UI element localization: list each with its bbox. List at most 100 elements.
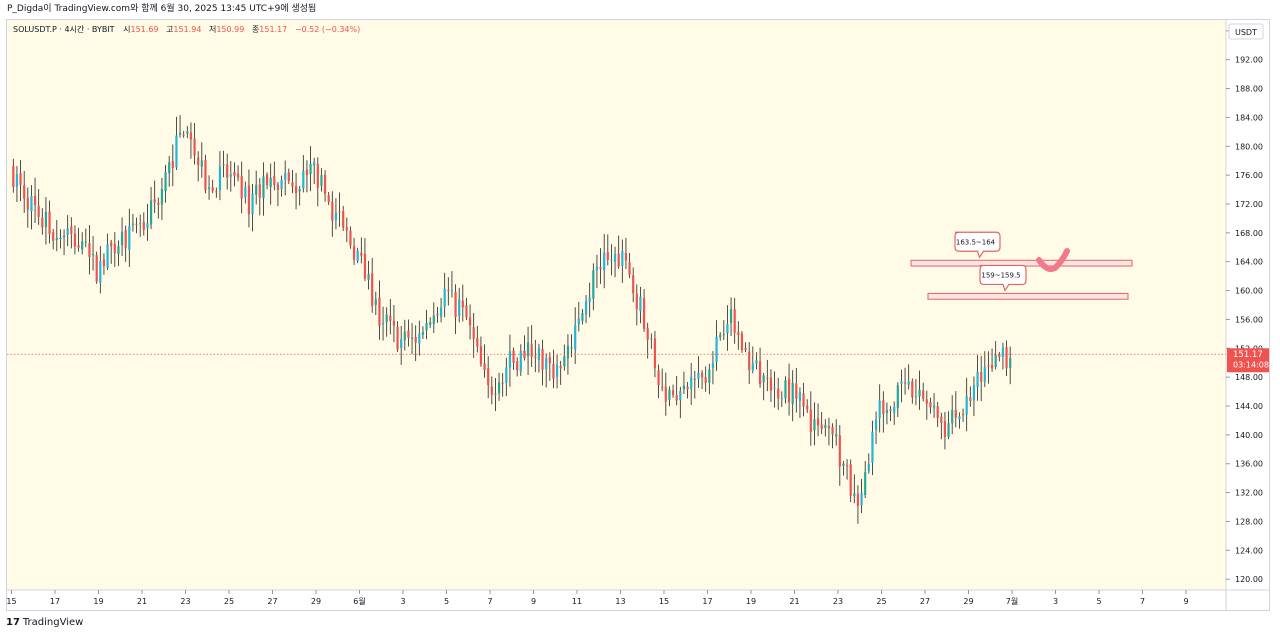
candle-body [135,223,138,225]
candle-body [664,386,667,402]
candle-body [479,346,483,365]
price-tick-label: 192.00 [1235,56,1263,65]
candle-body [385,314,388,323]
candle-body [856,493,860,506]
legend-low-label: 저 [209,25,216,34]
candle-body [882,400,885,415]
candle-body [164,172,167,192]
candle-body [403,331,406,341]
price-zone-box[interactable] [927,292,1129,300]
candle-body [142,221,145,230]
price-tick-label: 144.00 [1235,402,1263,411]
candle-body [215,191,218,193]
candle-body [255,184,258,195]
price-tick-label: 120.00 [1235,575,1263,584]
candle-body [487,368,490,386]
candle-body [276,184,280,190]
candle-body [621,251,624,266]
candle-body [226,164,229,178]
time-tick-label: 3 [400,597,405,606]
price-tick-label: 148.00 [1235,373,1263,382]
plot-area[interactable] [7,20,1226,590]
candle-body [762,375,765,383]
candle-body [55,238,58,241]
candle-body [360,252,363,256]
candle-body [893,406,896,413]
candle-body [505,367,508,384]
time-axis-ticks: 15 17 19 21 23 25 27 29 6월 3 5 7 9 11 13 15 17 19 21 23 25 27… [7,590,1189,606]
candle-body [113,244,116,253]
legend-change: −0.52 (−0.34%) [295,25,360,34]
checkmark-drawing[interactable] [1036,248,1070,272]
time-tick-label: 3 [1053,597,1058,606]
candle-body [559,366,562,369]
time-tick-label: 25 [876,597,886,606]
time-tick-label: 5 [444,597,449,606]
candle-body [671,390,675,396]
candle-body [922,390,925,399]
candle-body [719,334,722,338]
time-axis[interactable] [7,590,1226,610]
candle-body [842,463,845,467]
candle-body [748,351,751,371]
candle-body [439,307,443,317]
candle-body [316,164,319,188]
candle-body [523,350,526,359]
time-tick-label: 29 [311,597,321,606]
price-tick-label: 132.00 [1235,489,1263,498]
candle-body [577,318,580,325]
candle-body [229,174,232,177]
price-axis[interactable] [1226,20,1269,610]
candle-body [998,354,1001,357]
candle-body [149,200,153,225]
candle-body [871,431,874,463]
price-callout[interactable] [979,264,1027,292]
time-tick-label: 9 [1183,597,1188,606]
candle-body [813,419,816,431]
candle-body [642,298,646,329]
candle-body [197,157,200,166]
candle-body [639,296,642,312]
candle-body [494,393,497,395]
candle-body [708,369,711,383]
candle-body [244,187,247,198]
candle-body [715,336,718,363]
legend-close-label: 종 [252,25,259,34]
candle-body [679,391,682,401]
legend-high: 151.94 [173,25,201,34]
candle-body [635,293,638,310]
currency-box[interactable] [1228,23,1264,40]
candle-body [555,364,559,377]
svg-text:SOLUSDT.P · 4시간 · BYBIT: SOLUSDT.P · 4시간 · BYBIT 시151.69 고151.94 … [13,24,360,34]
symbol-legend[interactable]: SOLUSDT.P · 4시간 · BYBIT 시151.69 고151.94 … [13,24,360,34]
candle-body [943,421,947,437]
candle-body [381,323,385,325]
drawing-overlays[interactable]: 163.5~164 159~159.5 [910,231,1133,300]
candle-body [864,472,867,495]
candle-body [233,172,236,176]
candle-body [809,409,812,433]
candle-body [218,166,222,191]
candle-body [320,175,323,186]
candle-body [207,187,211,190]
candle-body [139,222,142,224]
price-tick-label: 124.00 [1235,546,1263,555]
bar-countdown: 03:14:08 [1233,360,1269,369]
candle-body [900,381,903,384]
candle-body [490,386,493,395]
time-tick-label: 21 [137,597,147,606]
price-callout-label: 159~159.5 [981,271,1020,279]
candle-body [48,211,51,234]
candle-body [95,255,98,282]
candle-body [516,361,519,371]
candle-body [816,418,820,426]
candle-body [726,324,729,334]
price-callout[interactable] [954,231,1001,259]
candle-body [802,393,805,407]
candle-body [980,372,983,382]
candle-body [345,227,348,231]
candle-body [628,262,631,275]
time-tick-label: 27 [267,597,277,606]
